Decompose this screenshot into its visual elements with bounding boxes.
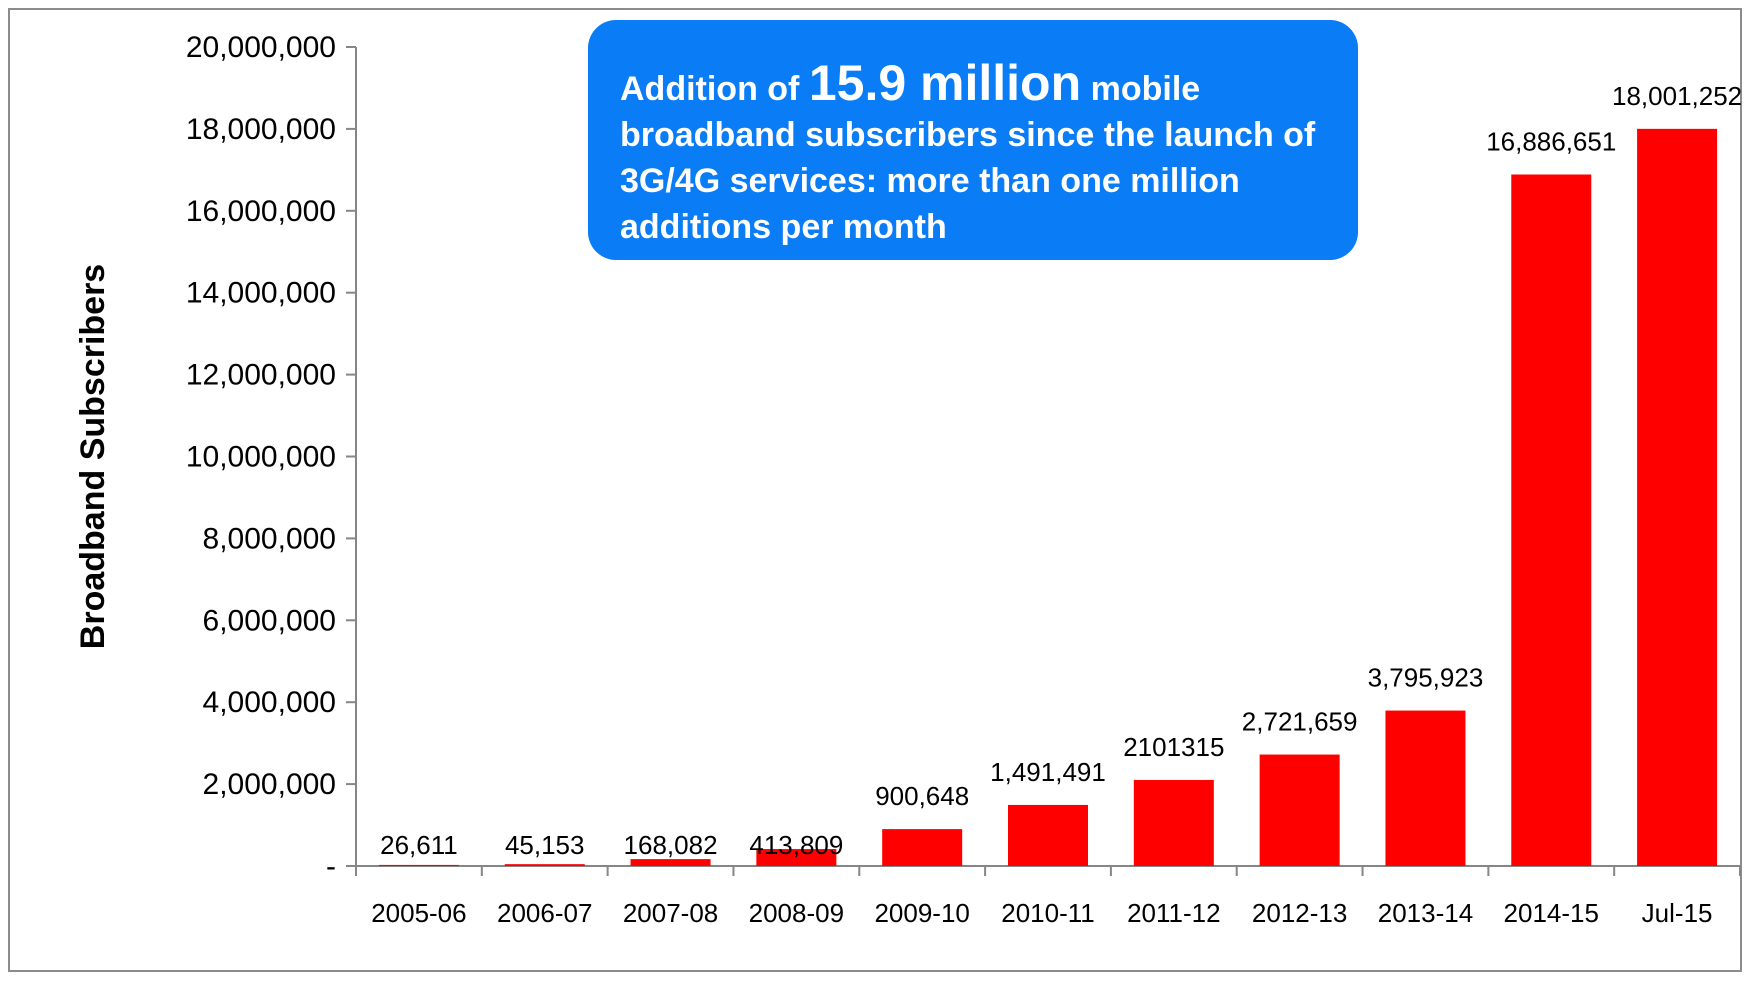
- callout-highlight: 15.9 million: [808, 55, 1082, 111]
- category-label: 2009-10: [874, 898, 969, 928]
- bar: [882, 829, 963, 866]
- category-label: 2011-12: [1127, 898, 1221, 928]
- data-label: 900,648: [875, 781, 969, 811]
- bar: [1385, 710, 1466, 866]
- category-label: 2008-09: [749, 898, 844, 928]
- category-label: 2014-15: [1504, 898, 1599, 928]
- category-label: 2010-11: [1001, 898, 1095, 928]
- data-label: 2101315: [1123, 732, 1224, 762]
- y-tick-label: 12,000,000: [186, 359, 336, 392]
- data-label: 168,082: [624, 830, 718, 860]
- y-tick-label: -: [326, 850, 336, 883]
- y-tick-label: 14,000,000: [186, 277, 336, 310]
- bar: [630, 859, 711, 866]
- y-tick-label: 2,000,000: [203, 768, 336, 801]
- data-label: 3,795,923: [1368, 663, 1484, 693]
- category-label: 2007-08: [623, 898, 718, 928]
- y-tick-label: 6,000,000: [203, 604, 336, 637]
- bar: [1511, 174, 1592, 866]
- callout-suffix: mobile broadband subscribers since the l…: [620, 70, 1316, 246]
- callout-prefix: Addition of: [620, 70, 809, 108]
- data-label: 16,886,651: [1486, 126, 1616, 156]
- bar: [1259, 754, 1340, 866]
- bar: [1008, 804, 1088, 866]
- category-label: 2012-13: [1252, 898, 1347, 928]
- data-label: 26,611: [380, 830, 458, 860]
- data-label: 2,721,659: [1242, 707, 1358, 737]
- data-label: 1,491,491: [990, 757, 1106, 787]
- y-tick-label: 8,000,000: [203, 522, 336, 555]
- bar: [756, 849, 837, 866]
- y-axis-title: Broadband Subscribers: [74, 264, 112, 649]
- y-tick-label: 20,000,000: [186, 31, 336, 64]
- category-label: 2005-06: [371, 898, 466, 928]
- y-tick-label: 16,000,000: [186, 195, 336, 228]
- bar: [1637, 128, 1718, 866]
- category-label: Jul-15: [1642, 898, 1713, 928]
- data-label: 413,809: [749, 830, 843, 860]
- y-tick-label: 18,000,000: [186, 113, 336, 146]
- y-tick-label: 10,000,000: [186, 441, 336, 474]
- category-label: 2013-14: [1378, 898, 1473, 928]
- bar: [504, 864, 585, 866]
- data-label: 45,153: [505, 830, 585, 860]
- bar: [378, 864, 459, 866]
- data-label: 18,001,252: [1612, 81, 1742, 111]
- annotation-callout: Addition of 15.9 million mobile broadban…: [588, 20, 1358, 260]
- category-label: 2006-07: [497, 898, 592, 928]
- bar: [1133, 779, 1214, 866]
- y-tick-label: 4,000,000: [203, 686, 336, 719]
- chart-frame: [8, 8, 1742, 972]
